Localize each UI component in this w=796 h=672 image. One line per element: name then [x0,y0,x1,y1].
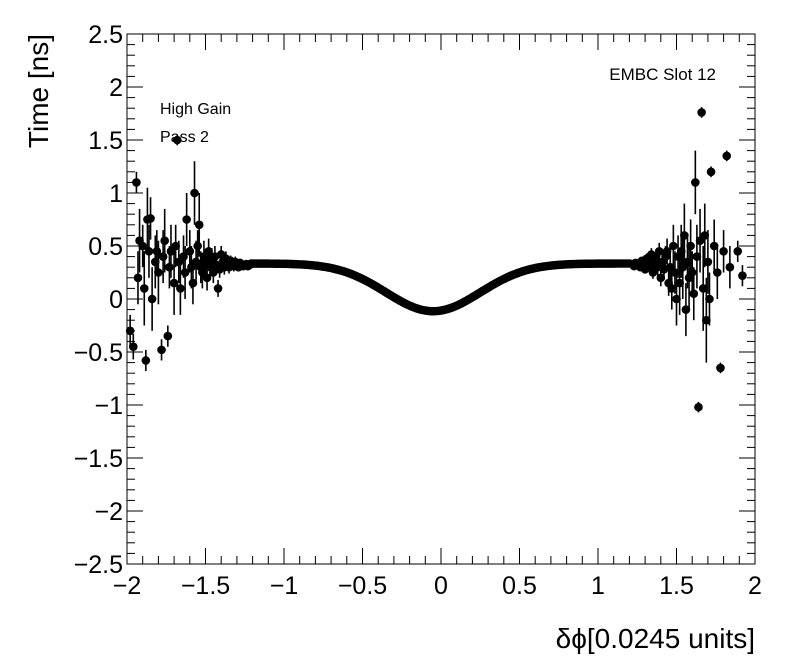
y-tick-label: 0.5 [88,233,123,261]
data-point [703,257,713,267]
data-point [188,278,198,288]
y-tick-label: 1 [109,180,123,208]
data-point [146,214,155,223]
data-point [686,241,695,251]
x-tick-label: −2 [113,572,142,600]
axis-ticks [126,33,756,565]
data-point [681,305,691,314]
y-tick-labels: −2.5 −2 −1.5 −1 −0.5 0 0.5 1 1.5 2 2.5 [74,21,123,579]
y-tick-label: −2 [94,498,123,526]
data-point [625,259,635,268]
data-point [185,247,195,256]
data-point [171,241,180,251]
data-point [662,247,672,256]
data-point [158,252,168,261]
data-point [202,273,212,283]
x-tick-label: 0 [434,572,448,600]
data-point [709,241,719,251]
annotation-slot: EMBC Slot 12 [609,65,716,84]
data-point [132,178,141,187]
data-point [654,247,664,256]
data-point [213,284,223,293]
data-point [713,268,722,277]
data-point [125,326,135,336]
data-point [141,356,151,365]
plot-frame [126,33,756,565]
x-tick-label: 1 [591,572,605,600]
data-point [190,188,199,198]
x-tick-label: 0.5 [502,572,537,600]
data-point [725,262,735,272]
y-axis-title: Time [ns] [23,34,54,148]
data-point [672,294,681,304]
y-tick-label: 2.5 [88,21,123,49]
y-tick-label: −0.5 [74,339,123,367]
data-point [705,294,714,304]
data-point [165,262,174,272]
data-point [722,151,732,161]
data-point [733,247,743,256]
y-tick-label: 2 [109,74,123,102]
data-point [172,135,182,145]
data-point [138,241,147,251]
data-point [716,363,725,373]
x-tick-label: −1 [270,572,299,600]
x-tick-label: 2 [748,572,762,600]
y-tick-label: 1.5 [88,127,123,155]
data-point [680,231,689,240]
data-point [694,402,703,412]
data-point [139,284,149,293]
data-point [160,236,169,245]
data-point [194,220,204,230]
x-axis-title: δϕ[0.0245 units] [556,623,755,654]
data-point [204,247,213,256]
x-tick-labels: −2 −1.5 −1 −0.5 0 0.5 1 1.5 2 [113,572,762,600]
y-tick-label: −1.5 [74,445,123,473]
data-point [193,241,202,251]
data-point [697,108,706,117]
data-point [702,315,711,325]
data-series [125,107,747,413]
data-point [128,342,138,352]
data-point [133,273,143,283]
data-point [169,278,179,288]
data-point [691,178,700,187]
data-point [706,167,716,177]
data-point [144,247,154,256]
annotation-high-gain: High Gain [160,101,231,118]
y-tick-label: −1 [94,392,123,420]
data-point [719,247,728,256]
data-point [176,284,185,293]
y-tick-label: 0 [109,286,123,314]
data-point [147,294,157,304]
data-point [182,215,191,224]
data-point [687,268,697,277]
data-point [669,241,678,251]
data-point [698,284,708,293]
data-point [163,331,173,341]
data-point [656,273,666,283]
data-point [154,268,163,277]
data-point [180,268,190,277]
x-tick-label: −0.5 [338,572,387,600]
annotation-pass: Pass 2 [160,129,209,146]
x-tick-label: −1.5 [181,572,230,600]
data-point [692,252,702,261]
data-point [689,289,699,299]
x-tick-label: 1.5 [659,572,694,600]
data-point [157,345,166,355]
data-point [667,284,677,293]
y-tick-label: −2.5 [74,551,123,579]
data-point [675,278,684,288]
data-point [738,271,747,280]
data-point [700,231,710,240]
